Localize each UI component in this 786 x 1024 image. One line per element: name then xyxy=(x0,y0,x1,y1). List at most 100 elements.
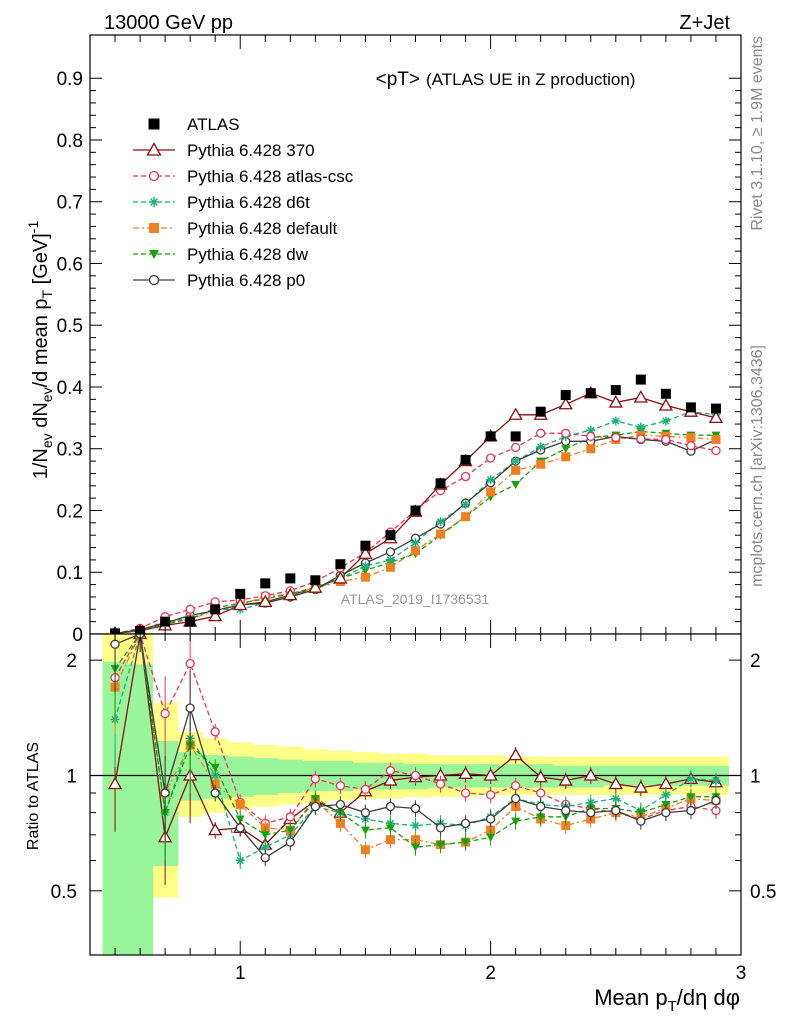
ratio-ytick-label: 0.5 xyxy=(51,882,77,903)
main-data-point xyxy=(536,442,546,452)
main-data-point xyxy=(333,571,348,584)
ratio-data-point xyxy=(561,821,571,831)
main-data-point xyxy=(686,433,696,443)
ratio-data-point xyxy=(483,768,498,781)
ratio-data-point xyxy=(583,768,598,781)
main-ylabel: 1/Nev dNev/d mean pT [GeV]-1 xyxy=(25,221,55,480)
main-data-point xyxy=(436,529,446,539)
main-data-point xyxy=(310,575,321,586)
main-data-point xyxy=(385,547,396,557)
main-data-point xyxy=(486,487,496,497)
ratio-data-point xyxy=(533,769,548,783)
main-data-point xyxy=(711,434,721,444)
ratio-ylabel: Ratio to ATLAS xyxy=(25,742,42,850)
process-label: Z+Jet xyxy=(679,12,730,34)
legend-marker xyxy=(148,170,160,182)
ratio-band-inner xyxy=(277,759,304,794)
ratio-data-point xyxy=(633,780,648,793)
ratio-data-point xyxy=(210,779,220,789)
ratio-data-point xyxy=(285,812,295,822)
ratio-data-point xyxy=(360,826,370,835)
ratio-data-point xyxy=(360,784,371,794)
ratio-data-point xyxy=(561,805,571,816)
main-data-point xyxy=(586,431,596,442)
ratio-data-point xyxy=(260,842,270,852)
ratio-data-point xyxy=(458,766,473,779)
ratio-data-point xyxy=(608,776,623,790)
main-data-point xyxy=(485,431,496,442)
main-data-point xyxy=(658,398,674,411)
xtick-label: 3 xyxy=(736,963,747,984)
main-data-point xyxy=(686,441,696,451)
main-data-point xyxy=(611,416,621,426)
ratio-ytick-label: 2 xyxy=(66,651,77,672)
main-data-point xyxy=(685,402,696,413)
ratio-data-point xyxy=(508,747,523,761)
legend-label: Pythia 6.428 dw xyxy=(187,245,309,264)
ratio-data-point xyxy=(185,703,195,713)
ratio-band-inner xyxy=(227,756,254,797)
ratio-data-point xyxy=(335,809,345,818)
ratio-plot-series xyxy=(107,634,724,886)
ratio-data-point xyxy=(686,774,696,784)
ratio-data-point xyxy=(611,794,621,804)
ratio-data-point xyxy=(460,818,471,828)
xtick-label: 1 xyxy=(235,963,246,984)
main-data-point xyxy=(360,540,371,551)
main-data-point xyxy=(511,456,521,466)
legend-label: Pythia 6.428 atlas-csc xyxy=(187,167,354,186)
ratio-data-point xyxy=(385,765,396,776)
main-ytick-label: 0.6 xyxy=(57,254,83,275)
main-data-point xyxy=(511,465,521,475)
ratio-data-point xyxy=(411,821,420,831)
ratio-ytick-label: 1 xyxy=(66,766,77,787)
ratio-data-point xyxy=(536,788,546,798)
ratio-data-point xyxy=(558,773,573,786)
ratio-data-point xyxy=(711,795,721,806)
main-ytick-label: 0.4 xyxy=(57,378,84,399)
xlabel: Mean pT/dη dφ xyxy=(594,985,740,1015)
ratio-data-point xyxy=(160,788,170,798)
main-data-point xyxy=(335,559,346,570)
ratio-data-point xyxy=(436,841,446,850)
main-data-point xyxy=(536,428,546,438)
main-data-point xyxy=(585,388,596,399)
source-label: mcplots.cern.ch [arXiv:1306.3436] xyxy=(749,345,766,587)
ratio-data-point xyxy=(208,822,223,836)
ratio-data-point xyxy=(335,781,346,791)
ratio-data-point xyxy=(611,805,621,816)
main-data-point xyxy=(460,471,471,482)
main-data-point xyxy=(486,475,496,485)
main-data-point xyxy=(160,616,171,627)
ratio-data-point xyxy=(285,837,295,847)
legend-label: Pythia 6.428 p0 xyxy=(187,271,305,290)
main-data-point xyxy=(558,396,573,410)
main-data-point xyxy=(636,434,646,444)
ratio-ytick-label-right: 1 xyxy=(750,766,761,787)
main-data-point xyxy=(661,416,671,426)
ratio-data-point xyxy=(260,831,270,840)
main-data-point xyxy=(611,432,621,443)
main-data-point xyxy=(508,407,523,420)
main-ytick-label: 0.1 xyxy=(57,563,83,584)
xtick-label: 2 xyxy=(485,963,496,984)
legend-label: Pythia 6.428 370 xyxy=(187,141,315,160)
ratio-ytick-label-right: 2 xyxy=(750,651,761,672)
main-data-point xyxy=(636,422,646,432)
legend-marker xyxy=(149,250,159,259)
main-data-point xyxy=(586,444,596,454)
main-data-point xyxy=(660,388,671,399)
ratio-data-point xyxy=(360,807,371,818)
ratio-data-point xyxy=(410,803,421,814)
ratio-data-point xyxy=(385,801,396,812)
ratio-data-point xyxy=(711,776,721,786)
main-data-point xyxy=(610,385,621,396)
ratio-data-point xyxy=(210,788,220,798)
main-data-point xyxy=(708,410,724,424)
legend-marker xyxy=(148,118,160,130)
main-ytick-label: 0 xyxy=(72,625,83,646)
main-data-point xyxy=(360,572,370,582)
ratio-data-point xyxy=(310,801,320,812)
main-data-point xyxy=(535,406,546,417)
main-data-point xyxy=(385,530,396,541)
